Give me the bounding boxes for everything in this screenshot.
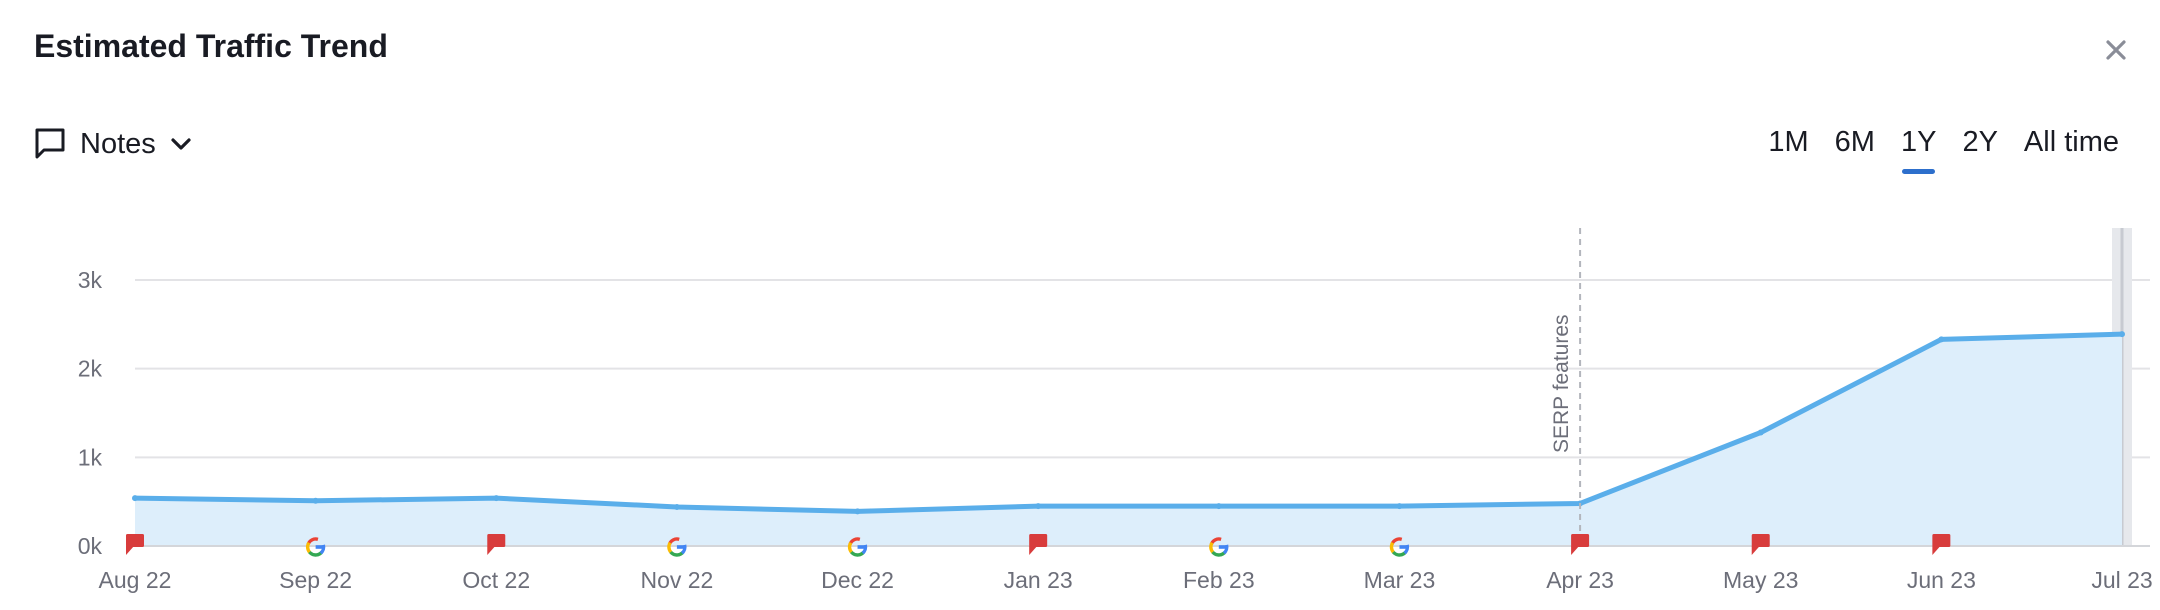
data-point	[854, 508, 861, 515]
notes-dropdown[interactable]: Notes	[34, 124, 192, 164]
y-tick-label: 2k	[78, 356, 103, 382]
data-point	[2119, 331, 2125, 338]
range-tab-1m[interactable]: 1M	[1768, 126, 1809, 158]
range-tab-6m[interactable]: 6M	[1834, 126, 1875, 158]
range-tab-1y[interactable]: 1Y	[1888, 122, 1949, 174]
range-tab-all-time[interactable]: All time	[2023, 126, 2119, 158]
notes-label: Notes	[80, 127, 156, 160]
data-point	[312, 497, 319, 504]
x-tick-label: Apr 23	[1546, 567, 1614, 593]
x-tick-label: Feb 23	[1183, 567, 1255, 593]
x-tick-label: Sep 22	[279, 567, 352, 593]
x-tick-label: Aug 22	[99, 567, 172, 593]
x-tick-label: Jul 23	[2091, 567, 2152, 593]
data-point	[1938, 336, 1945, 343]
x-tick-label: Oct 22	[462, 567, 530, 593]
x-tick-label: Jan 23	[1004, 567, 1073, 593]
data-point	[493, 495, 500, 502]
data-point	[1215, 503, 1222, 510]
annotation-label: SERP features	[1550, 314, 1573, 453]
note-flag-icon[interactable]	[487, 534, 506, 555]
close-icon	[2106, 40, 2126, 60]
traffic-chart[interactable]: 0k 1k 2k 3k SERP features Aug 22 Sep 22 Oct 22 N…	[0, 200, 2160, 610]
note-flag-icon[interactable]	[126, 534, 144, 555]
x-tick-label: Nov 22	[640, 567, 713, 593]
range-tab-2y[interactable]: 2Y	[1962, 126, 1998, 158]
chevron-down-icon	[171, 138, 191, 150]
x-tick-label: Jun 23	[1907, 567, 1976, 593]
y-tick-label: 0k	[78, 533, 103, 559]
note-flag-icon[interactable]	[1029, 534, 1048, 555]
data-point	[1396, 503, 1403, 510]
time-range-tabs: 1M 6M 1Y 2Y All time	[1755, 122, 2132, 174]
note-flag-icon[interactable]	[1751, 534, 1770, 555]
note-flag-icon[interactable]	[1932, 534, 1951, 555]
data-point	[132, 495, 138, 502]
notes-icon	[35, 128, 65, 159]
series-area	[135, 334, 2122, 546]
close-button[interactable]	[2098, 32, 2134, 68]
data-point	[1035, 503, 1042, 510]
chart-title: Estimated Traffic Trend	[34, 28, 388, 64]
y-tick-label: 1k	[78, 444, 103, 470]
x-tick-label: May 23	[1723, 567, 1798, 593]
y-tick-label: 3k	[78, 267, 103, 293]
series-line	[134, 331, 2123, 514]
data-point	[1757, 429, 1764, 436]
data-point	[673, 503, 680, 510]
x-tick-label: Mar 23	[1364, 567, 1436, 593]
note-flag-icon[interactable]	[1571, 534, 1590, 555]
x-tick-label: Dec 22	[821, 567, 894, 593]
